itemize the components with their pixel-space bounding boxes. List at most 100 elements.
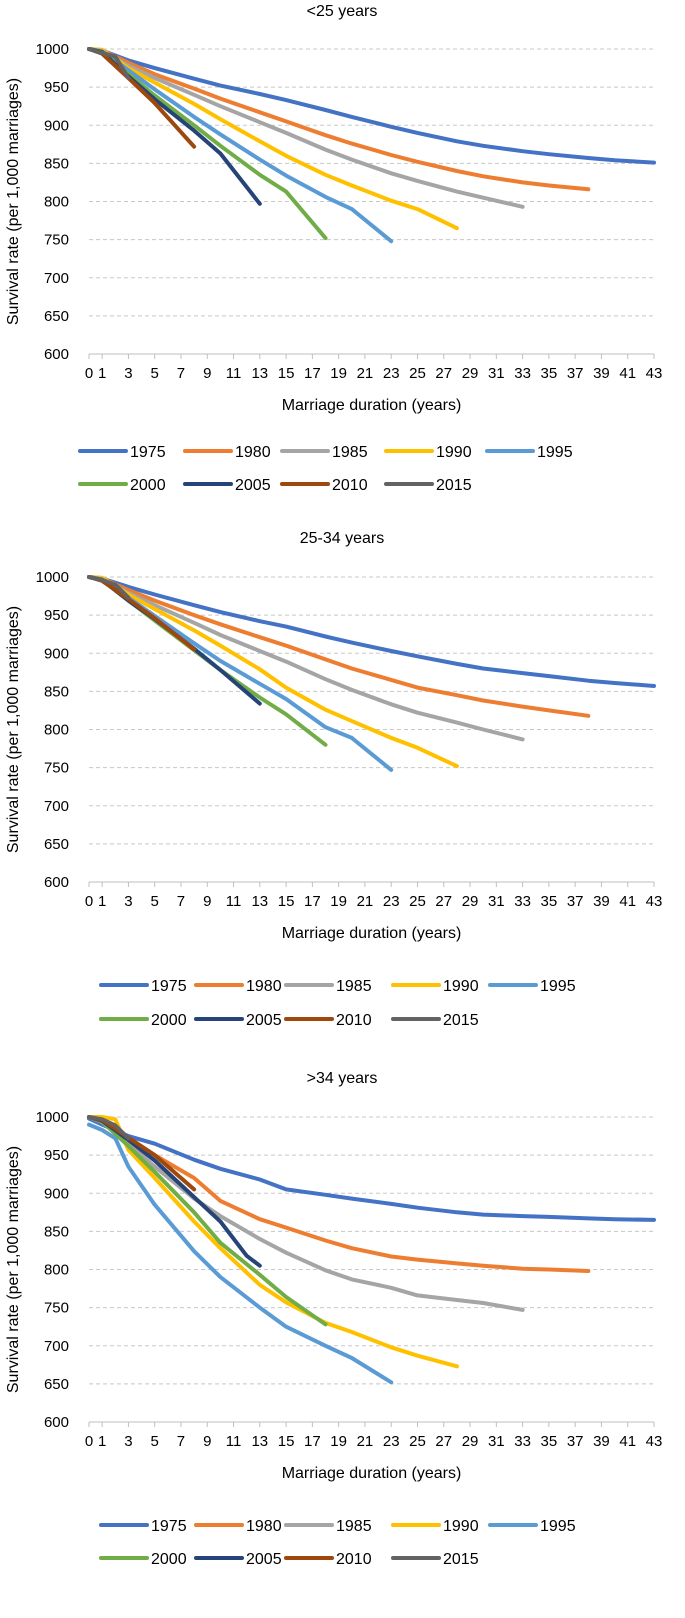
x-tick-label: 21 [357,1433,374,1450]
legend-label-1975: 1975 [151,1518,187,1535]
y-tick-label: 600 [44,346,69,363]
y-tick-label: 650 [44,836,69,853]
x-tick-label: 13 [251,365,268,382]
x-tick-label: 33 [514,365,531,382]
y-tick-label: 1000 [36,41,69,58]
legend-label-2010: 2010 [336,1012,372,1029]
x-tick-label: 25 [409,893,426,910]
legend-label-2000: 2000 [130,477,166,494]
x-tick-label: 21 [357,893,374,910]
y-tick-label: 800 [44,722,69,739]
y-axis-label: Survival rate (per 1,000 marriages) [5,606,22,853]
x-tick-label: 27 [435,893,452,910]
x-tick-label: 9 [203,893,211,910]
y-tick-label: 950 [44,607,69,624]
legend-label-2005: 2005 [235,477,271,494]
x-tick-label: 0 [85,1433,93,1450]
legend-label-1985: 1985 [336,978,372,995]
x-tick-label: 23 [383,1433,400,1450]
legend-label-2000: 2000 [151,1012,187,1029]
y-tick-label: 850 [44,155,69,172]
x-tick-label: 43 [646,365,663,382]
x-tick-label: 35 [541,893,558,910]
x-tick-label: 29 [462,365,479,382]
x-tick-label: 1 [98,893,106,910]
series-line-1980 [87,575,591,718]
legend-label-1990: 1990 [443,1518,479,1535]
series-line-1975 [87,1116,656,1222]
x-tick-label: 9 [203,1433,211,1450]
legend-label-1995: 1995 [540,1518,576,1535]
y-tick-label: 900 [44,645,69,662]
x-tick-label: 31 [488,893,505,910]
x-tick-label: 5 [151,1433,159,1450]
legend-label-1975: 1975 [151,978,187,995]
legend-label-2015: 2015 [443,1012,479,1029]
x-tick-label: 15 [278,1433,295,1450]
legend-label-1985: 1985 [336,1518,372,1535]
x-tick-label: 0 [85,893,93,910]
x-tick-label: 7 [177,893,185,910]
legend-label-1980: 1980 [246,1518,282,1535]
legend-label-2015: 2015 [443,1551,479,1568]
legend-label-2010: 2010 [332,477,368,494]
x-tick-label: 1 [98,365,106,382]
y-tick-label: 750 [44,760,69,777]
y-tick-label: 900 [44,117,69,134]
y-tick-label: 700 [44,270,69,287]
x-tick-label: 27 [435,1433,452,1450]
x-tick-label: 23 [383,365,400,382]
x-tick-label: 11 [226,365,242,382]
series-line-1980 [87,1115,591,1273]
series-line-1985 [87,47,525,209]
series-line-2010 [87,575,197,652]
x-tick-label: 7 [177,1433,185,1450]
x-tick-label: 25 [409,1433,426,1450]
series-line-2015 [87,47,131,80]
x-tick-label: 5 [151,893,159,910]
y-tick-label: 850 [44,683,69,700]
series-line-1980 [87,47,591,192]
series-line-2000 [87,1115,328,1327]
legend-label-1990: 1990 [436,444,472,461]
x-tick-label: 17 [304,1433,321,1450]
chart-panel-2: 25-34 years 600 650 700 750 800 850 900 950 1000 0… [5,530,662,1029]
x-tick-label: 43 [646,1433,663,1450]
x-tick-label: 15 [278,893,295,910]
series-line-1985 [87,1115,525,1312]
x-tick-label: 13 [251,1433,268,1450]
x-tick-label: 11 [226,893,242,910]
x-tick-label: 39 [593,1433,610,1450]
y-tick-label: 700 [44,1338,69,1355]
y-tick-label: 600 [44,874,69,891]
y-tick-label: 900 [44,1185,69,1202]
x-tick-label: 37 [567,1433,584,1450]
x-tick-label: 0 [85,365,93,382]
legend-label-1985: 1985 [332,444,368,461]
x-axis-label: Marriage duration (years) [282,925,462,942]
series-line-1995 [87,1122,394,1385]
x-tick-label: 17 [304,365,321,382]
y-tick-label: 750 [44,1300,69,1317]
x-tick-label: 3 [124,365,132,382]
x-tick-label: 31 [488,365,505,382]
x-tick-label: 39 [593,893,610,910]
x-tick-label: 33 [514,1433,531,1450]
legend-label-1990: 1990 [443,978,479,995]
legend-label-2010: 2010 [336,1551,372,1568]
x-tick-label: 25 [409,365,426,382]
x-tick-label: 5 [151,365,159,382]
x-tick-label: 13 [251,893,268,910]
x-tick-label: 19 [330,1433,347,1450]
x-tick-label: 3 [124,893,132,910]
x-tick-label: 41 [619,365,636,382]
y-tick-label: 800 [44,1262,69,1279]
legend-label-1980: 1980 [246,978,282,995]
y-tick-label: 1000 [36,1109,69,1126]
x-tick-label: 27 [435,365,452,382]
x-axis-label: Marriage duration (years) [282,397,462,414]
x-tick-label: 19 [330,365,347,382]
